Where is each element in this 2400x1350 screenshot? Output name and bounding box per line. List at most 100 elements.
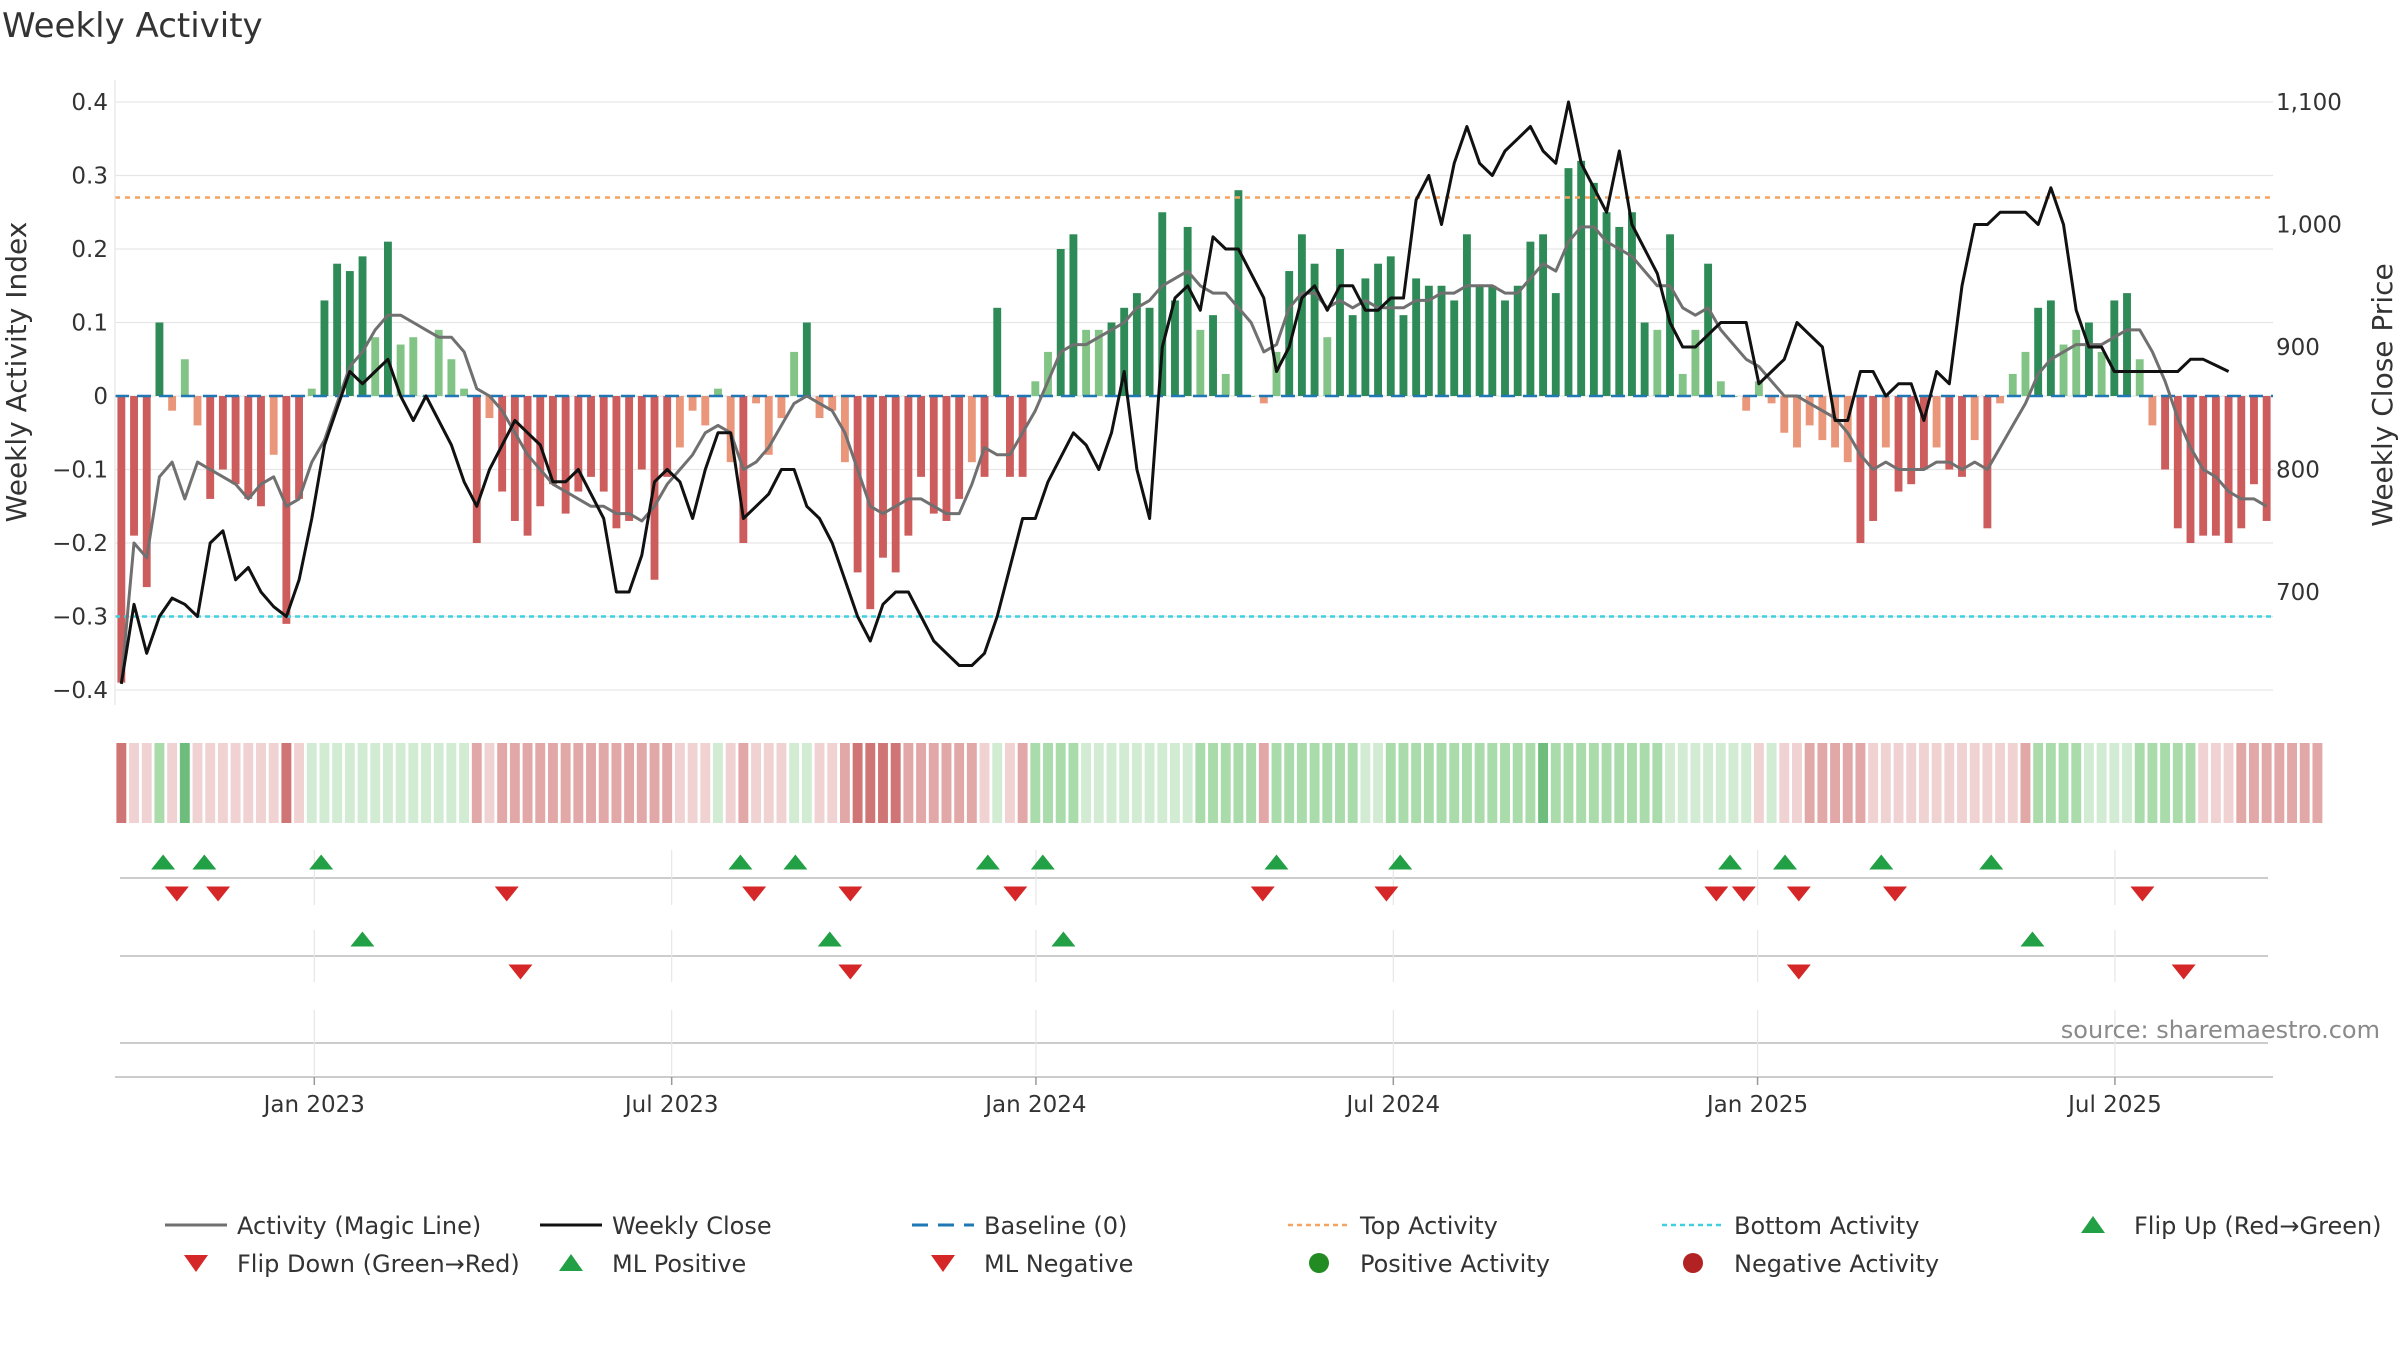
strip-cell <box>1652 743 1663 823</box>
activity-bar <box>777 396 786 419</box>
strip-cell <box>1119 743 1130 823</box>
strip-cell <box>1157 743 1168 823</box>
strip-cell <box>268 743 279 823</box>
activity-bar <box>460 388 469 396</box>
strip-cell <box>1525 743 1536 823</box>
strip-cell <box>1969 743 1980 823</box>
activity-bar <box>2199 396 2208 536</box>
strip-cell <box>1944 743 1955 823</box>
strip-cell <box>395 743 406 823</box>
right-tick-label: 1,000 <box>2276 213 2342 239</box>
activity-bar <box>1082 329 1091 396</box>
legend-label: Bottom Activity <box>1734 1212 1919 1240</box>
activity-bar <box>1234 190 1243 396</box>
ml-positive-marker <box>817 931 842 947</box>
activity-bar <box>2008 373 2017 396</box>
activity-bar <box>409 337 418 396</box>
x-tick-label: Jan 2023 <box>262 1092 365 1118</box>
activity-bar <box>371 337 380 396</box>
strip-cell <box>662 743 673 823</box>
strip-cell <box>1728 743 1739 823</box>
strip-cell <box>916 743 927 823</box>
activity-bar <box>1564 168 1573 396</box>
strip-cell <box>1588 743 1599 823</box>
strip-cell <box>535 743 546 823</box>
strip-cell <box>1182 743 1193 823</box>
activity-bar <box>764 396 773 455</box>
strip-cell <box>1030 743 1041 823</box>
activity-bar <box>269 396 278 455</box>
activity-bar <box>675 396 684 448</box>
flip-up-marker <box>728 854 753 870</box>
strip-cell <box>1817 743 1828 823</box>
strip-cell <box>294 743 305 823</box>
activity-bar <box>1120 307 1129 396</box>
x-tick-label: Jul 2023 <box>623 1092 719 1118</box>
activity-bar <box>574 396 583 492</box>
strip-cell <box>1665 743 1675 823</box>
activity-bar <box>434 329 443 396</box>
strip-cell <box>1220 743 1231 823</box>
strip-cell <box>1004 743 1015 823</box>
activity-bar <box>967 396 976 463</box>
activity-bar <box>1056 249 1065 396</box>
activity-bar <box>1044 351 1052 396</box>
strip-cell <box>865 743 876 823</box>
activity-bar <box>549 396 557 485</box>
strip-cell <box>230 743 241 823</box>
activity-bar <box>714 388 722 396</box>
activity-heat-strip <box>116 743 2323 823</box>
strip-cell <box>1995 743 2006 823</box>
activity-bar <box>1006 396 1014 477</box>
activity-bar <box>206 396 215 499</box>
activity-bar <box>1386 256 1395 396</box>
activity-bar <box>1323 337 1332 396</box>
strip-cell <box>2071 743 2082 823</box>
activity-bar <box>1551 293 1560 396</box>
strip-cell <box>1081 743 1092 823</box>
strip-cell <box>1753 743 1764 823</box>
left-tick-label: 0.1 <box>71 311 108 337</box>
activity-bar <box>2262 396 2271 521</box>
legend-item-neg_act: Negative Activity <box>1683 1250 1939 1278</box>
flip-down-marker <box>1374 886 1399 902</box>
activity-bar <box>1348 315 1357 396</box>
flip-down-marker <box>1250 886 1275 902</box>
strip-cell <box>1144 743 1155 823</box>
legend-item-flip_down: Flip Down (Green→Red) <box>184 1250 520 1278</box>
flip-down-marker <box>742 886 767 902</box>
activity-bar <box>1145 307 1154 396</box>
activity-bar <box>1488 285 1497 396</box>
strip-cell <box>1474 743 1485 823</box>
strip-cell <box>1880 743 1891 823</box>
strip-cell <box>2274 743 2285 823</box>
strip-cell <box>497 743 508 823</box>
strip-cell <box>1550 743 1561 823</box>
strip-cell <box>1246 743 1257 823</box>
activity-bar <box>244 396 253 499</box>
activity-bar <box>1805 396 1814 426</box>
strip-cell <box>713 743 723 823</box>
strip-cell <box>1703 743 1714 823</box>
strip-cell <box>903 743 914 823</box>
activity-bar <box>663 396 672 477</box>
legend-item-ml_pos: ML Positive <box>559 1250 746 1278</box>
x-tick-label: Jan 2025 <box>1705 1092 1808 1118</box>
legend-label: ML Negative <box>984 1250 1133 1278</box>
legend-swatch <box>559 1254 583 1271</box>
activity-bar <box>1272 351 1281 396</box>
legend-item-top: Top Activity <box>1288 1212 1498 1240</box>
strip-cell <box>141 743 152 823</box>
strip-cell <box>1500 743 1510 823</box>
activity-bar <box>523 396 532 536</box>
strip-cell <box>1335 743 1345 823</box>
activity-bar <box>1399 315 1408 396</box>
strip-cell <box>928 743 939 823</box>
activity-bar <box>980 396 989 477</box>
activity-bar <box>1615 226 1624 396</box>
activity-bar <box>1374 263 1382 396</box>
activity-bar <box>282 396 291 624</box>
flip-up-marker <box>1979 854 2004 870</box>
strip-cell <box>1347 743 1358 823</box>
legend-item-ml_neg: ML Negative <box>931 1250 1133 1278</box>
